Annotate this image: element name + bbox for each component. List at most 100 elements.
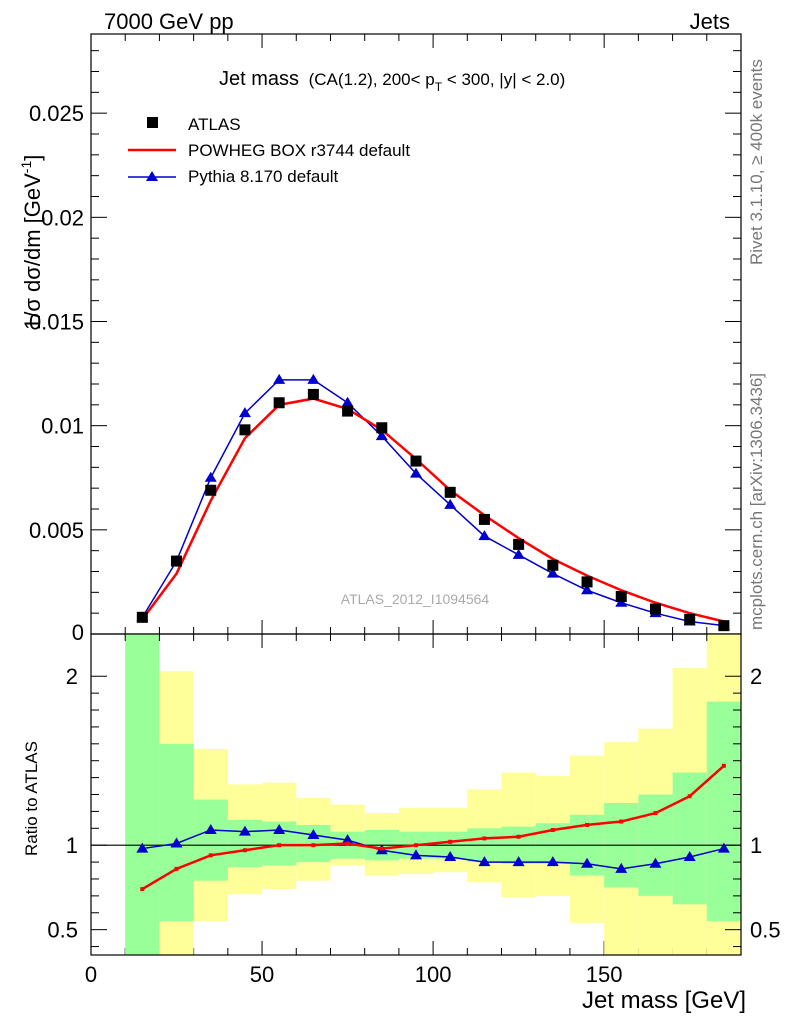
- x-tick-label: 50: [250, 962, 274, 987]
- ratio-pythia-point: [238, 825, 251, 836]
- x-tick-label: 0: [85, 962, 97, 987]
- legend-pythia-label: Pythia 8.170 default: [188, 167, 339, 186]
- ratio-powheg-point: [174, 866, 179, 871]
- legend-pythia-marker: [146, 171, 158, 181]
- ratio-powheg-point: [277, 843, 282, 848]
- atlas-point: [547, 559, 559, 571]
- plot-title-cuts: (CA(1.2), 200< p: [309, 70, 435, 89]
- pythia-point: [375, 430, 388, 441]
- ratio-y-tick-label-right: 2: [750, 664, 762, 689]
- ratio-pythia-point: [136, 842, 149, 853]
- ratio-powheg-line: [141, 764, 725, 891]
- ratio-pythia-point: [581, 857, 594, 868]
- powheg-line: [141, 397, 725, 623]
- main-y-tick-label: 0.005: [29, 518, 84, 543]
- ratio-pythia-point: [341, 834, 354, 845]
- atlas-point: [649, 603, 661, 615]
- pythia-point: [410, 467, 422, 478]
- ratio-powheg-point: [379, 846, 384, 851]
- pythia-point: [204, 471, 217, 482]
- ratio-powheg-point: [687, 794, 692, 799]
- ratio-pythia-point: [444, 851, 457, 862]
- pythia-line: [141, 379, 724, 627]
- atlas-point: [342, 405, 354, 417]
- ratio-pythia-point: [478, 856, 491, 867]
- ratio-pythia-point: [546, 856, 559, 867]
- legend-powheg-label: POWHEG BOX r3744 default: [188, 141, 410, 160]
- ratio-y-tick-label-right: 1: [750, 833, 762, 858]
- ratio-powheg-point: [414, 843, 418, 848]
- pythia-point: [512, 548, 525, 559]
- pythia-point: [444, 498, 457, 509]
- ratio-inner-band: [125, 634, 160, 955]
- main-ylabel-close: ]: [20, 155, 45, 161]
- ratio-pythia-point: [410, 849, 422, 860]
- atlas-point: [136, 611, 148, 623]
- atlas-point: [615, 591, 627, 602]
- atlas-point: [478, 513, 490, 525]
- ratio-y-tick-label-left: 0.5: [47, 918, 78, 943]
- ratio-pythia-point: [683, 851, 696, 862]
- header-left: 7000 GeV pp: [104, 9, 234, 34]
- ratio-powheg-point: [619, 819, 624, 824]
- pythia-point: [273, 373, 286, 384]
- atlas-point: [513, 538, 525, 550]
- ratio-powheg-point: [345, 841, 350, 846]
- ratio-pythia-point: [273, 823, 286, 834]
- main-y-tick-label: 0.025: [29, 101, 84, 126]
- legend: ATLAS POWHEG BOX r3744 default Pythia 8.…: [128, 115, 410, 186]
- pythia-point: [307, 373, 320, 384]
- atlas-point: [684, 613, 696, 625]
- plot-title-sub: T: [435, 80, 443, 94]
- atlas-point: [239, 424, 251, 436]
- pythia-point: [478, 530, 491, 541]
- ratio-powheg-point: [242, 848, 247, 853]
- main-ylabel: 1/σ dσ/dm [GeV-1]: [18, 155, 45, 330]
- ratio-y-tick-label-left: 2: [66, 664, 78, 689]
- ratio-powheg-point: [653, 811, 658, 816]
- x-tick-label: 100: [415, 962, 452, 987]
- ratio-powheg-point: [140, 887, 145, 892]
- ratio-inner-band: [193, 799, 228, 881]
- ratio-powheg-point: [721, 763, 726, 768]
- ratio-pythia-point: [615, 862, 628, 873]
- xlabel: Jet mass [GeV]: [582, 987, 746, 1014]
- ratio-powheg-point: [550, 827, 555, 832]
- ratio-inner-band: [672, 772, 707, 905]
- ratio-powheg-point: [208, 853, 213, 858]
- atlas-point: [307, 388, 319, 400]
- plot-title: Jet mass (CA(1.2), 200< pT < 300, |y| < …: [219, 68, 565, 94]
- main-y-tick-label: 0.01: [41, 414, 84, 439]
- ratio-pythia-point: [307, 829, 320, 840]
- ratio-powheg-point: [448, 839, 453, 844]
- atlas-point: [273, 397, 285, 409]
- atlas-point: [718, 620, 730, 632]
- ratio-y-tick-label-left: 1: [66, 833, 78, 858]
- analysis-watermark: ATLAS_2012_I1094564: [341, 591, 490, 607]
- atlas-point: [376, 422, 388, 434]
- ratio-pythia-line: [142, 829, 725, 870]
- atlas-point: [410, 455, 422, 467]
- ratio-powheg-point: [482, 836, 487, 841]
- atlas-point: [581, 576, 593, 588]
- ratio-pythia-point: [649, 857, 662, 868]
- rivet-label: Rivet 3.1.10, ≥ 400k events: [747, 59, 766, 265]
- ratio-pythia-point: [170, 837, 183, 848]
- main-y-tick-label-zero: 0: [72, 620, 84, 645]
- legend-atlas-marker: [147, 117, 158, 128]
- mcplots-label: mcplots.cern.ch [arXiv:1306.3436]: [747, 373, 766, 630]
- main-panel: 0.005 0.01 0.015 0.02 0.025 0: [29, 33, 742, 955]
- main-ylabel-sup: -1: [18, 161, 34, 174]
- pythia-point: [581, 584, 594, 595]
- ratio-pythia-point: [717, 842, 730, 853]
- main-y-tick-label: 0.02: [41, 205, 84, 230]
- main-ylabel-text: 1/σ dσ/dm [GeV: [20, 173, 45, 330]
- ratio-powheg-point: [516, 834, 521, 839]
- ratio-inner-band: [159, 743, 194, 922]
- ratio-pythia-point: [204, 823, 217, 834]
- legend-atlas-label: ATLAS: [188, 115, 241, 134]
- header-right: Jets: [690, 9, 730, 34]
- ratio-powheg-point: [311, 843, 316, 848]
- plot-title-cuts-end: < 300, |y| < 2.0): [442, 70, 565, 89]
